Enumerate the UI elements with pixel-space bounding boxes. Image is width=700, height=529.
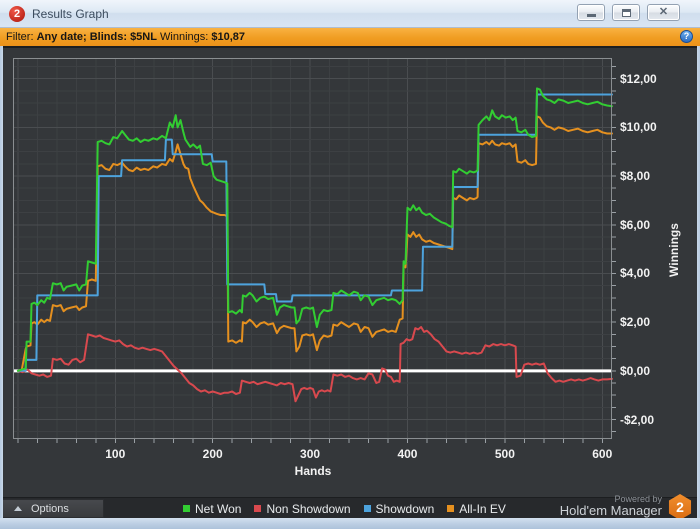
y-axis-title: Winnings xyxy=(667,223,681,277)
brand-text: Hold'em Manager xyxy=(559,503,662,518)
window-controls: ✕ xyxy=(577,4,680,21)
window-frame-right xyxy=(697,46,700,518)
titlebar[interactable]: 2 Results Graph ✕ xyxy=(0,0,700,28)
y-tick-label: $10,00 xyxy=(620,120,657,135)
maximize-button[interactable] xyxy=(612,4,640,21)
y-tick-label: $8,00 xyxy=(620,169,651,184)
y-tick-label: -$2,00 xyxy=(620,412,655,427)
showdown-swatch-icon xyxy=(363,505,371,512)
hm2-badge-icon: 2 xyxy=(668,494,692,520)
results-graph-canvas xyxy=(13,58,616,443)
close-icon: ✕ xyxy=(658,6,669,18)
non-showdown-swatch-icon xyxy=(254,505,262,512)
bottom-bar: Options Net Won Non Showdown Showdown Al… xyxy=(0,494,700,520)
options-button[interactable]: Options xyxy=(2,499,104,518)
legend-label: All-In EV xyxy=(459,501,506,516)
minimize-icon xyxy=(586,14,596,17)
options-label: Options xyxy=(31,502,69,515)
legend-item-net-won[interactable]: Net Won xyxy=(183,502,241,516)
minimize-button[interactable] xyxy=(577,4,605,21)
results-graph-plot xyxy=(13,58,616,443)
x-tick-label: 300 xyxy=(300,447,321,461)
x-tick-label: 600 xyxy=(592,447,613,461)
hm2-logo-icon: 2 xyxy=(9,6,25,22)
x-tick-label: 400 xyxy=(397,447,418,461)
filter-bar[interactable]: Filter: Any date; Blinds: $5NL Winnings:… xyxy=(0,28,700,46)
maximize-icon xyxy=(621,8,631,17)
legend-label: Net Won xyxy=(195,501,242,516)
y-tick-label: $12,00 xyxy=(620,71,657,86)
chart-legend: Net Won Non Showdown Showdown All-In EV xyxy=(183,498,506,519)
window-title: Results Graph xyxy=(32,7,109,21)
legend-item-showdown[interactable]: Showdown xyxy=(363,501,435,516)
legend-label: Showdown xyxy=(375,501,435,516)
net-won-swatch-icon xyxy=(183,505,190,512)
legend-item-all-in-ev[interactable]: All-In EV xyxy=(447,502,506,516)
x-axis-title: Hands xyxy=(294,464,332,478)
window-frame-left xyxy=(0,46,3,518)
y-tick-label: $2,00 xyxy=(620,315,651,330)
winnings-value: $10,87 xyxy=(211,31,246,43)
x-tick-label: 500 xyxy=(494,447,515,461)
powered-by-block: Powered by Hold'em Manager xyxy=(560,494,662,518)
y-tick-label: $0,00 xyxy=(620,363,651,378)
y-tick-label: $6,00 xyxy=(620,217,651,232)
filter-prefix: Filter: xyxy=(6,31,34,43)
x-tick-label: 100 xyxy=(105,447,126,461)
close-button[interactable]: ✕ xyxy=(647,4,680,21)
all-in-ev-swatch-icon xyxy=(447,505,455,512)
powered-by-text: Powered by xyxy=(614,494,662,504)
winnings-label: Winnings: xyxy=(160,31,209,43)
chart-panel: 100 200 300 400 500 600 $12,00 $10,00 $8,00 $6,00… xyxy=(0,46,700,497)
legend-label: Non Showdown xyxy=(266,501,351,516)
legend-item-non-showdown[interactable]: Non Showdown xyxy=(254,501,351,516)
y-tick-label: $4,00 xyxy=(620,266,651,281)
chevron-up-icon xyxy=(14,506,22,511)
window-frame-bottom xyxy=(0,518,700,529)
x-tick-label: 200 xyxy=(202,447,223,461)
filter-criteria: Any date; Blinds: $5NL xyxy=(36,31,157,43)
help-icon[interactable]: ? xyxy=(680,30,693,43)
